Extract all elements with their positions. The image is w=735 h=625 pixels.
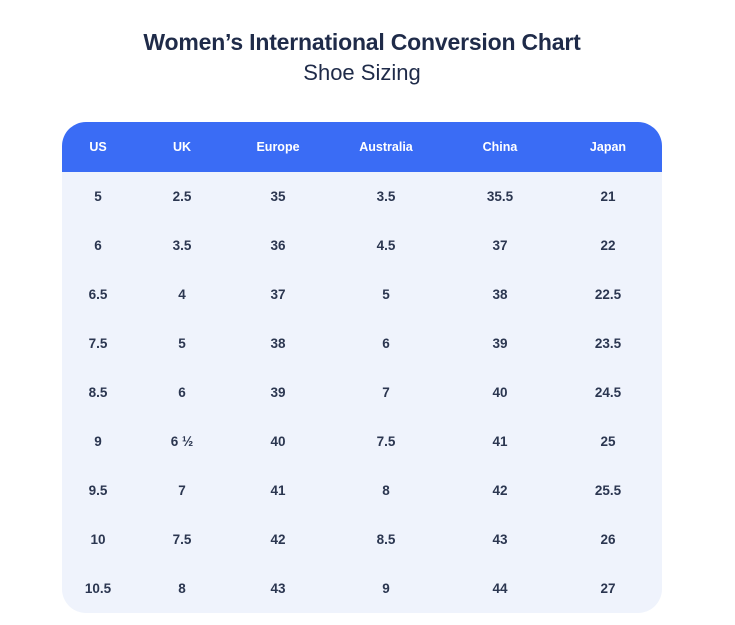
header-cell-uk: UK [172,139,192,154]
table-cell: 25.5 [594,482,622,498]
table-cell: 8.5 [376,531,396,547]
table-cell: 6 [178,384,186,400]
table-cell: 24.5 [594,384,622,400]
table-cell: 9.5 [88,482,108,498]
table-cell: 43 [492,531,508,547]
table-cell: 5 [94,188,102,204]
table-cell: 39 [270,384,286,400]
table-cell: 9 [94,433,102,449]
page-subtitle: Shoe Sizing [303,60,421,86]
table-cell: 8 [382,482,390,498]
header-cell-australia: Australia [359,139,413,154]
table-cell: 22 [600,237,616,253]
table-cell: 7.5 [172,531,192,547]
table-cell: 5 [178,335,186,351]
table-cell: 26 [600,531,616,547]
table-cell: 7 [382,384,390,400]
header-cell-china: China [482,139,518,154]
table-cell: 4.5 [376,237,396,253]
table-cell: 42 [270,531,286,547]
table-cell: 6 ½ [170,433,194,449]
table-cell: 35.5 [486,188,514,204]
table-row: 8.5 6 39 7 40 24.5 [62,368,662,417]
table-cell: 8.5 [88,384,108,400]
table-cell: 42 [492,482,508,498]
table-cell: 40 [492,384,508,400]
table-cell: 35 [270,188,286,204]
table-cell: 2.5 [172,188,192,204]
table-cell: 37 [492,237,508,253]
table-header-row: US UK Europe Australia China Japan [62,121,662,172]
table-cell: 23.5 [594,335,622,351]
table-row: 9.5 7 41 8 42 25.5 [62,466,662,515]
table-cell: 38 [270,335,286,351]
header-cell-us: US [89,139,107,154]
table-cell: 3.5 [376,188,396,204]
table-row: 6.5 4 37 5 38 22.5 [62,270,662,319]
conversion-table-card: US UK Europe Australia China Japan 5 2.5 35 3.5 3… [62,121,662,613]
table-cell: 5 [382,286,390,302]
table-cell: 9 [382,580,390,596]
table-cell: 4 [178,286,186,302]
table-cell: 43 [270,580,286,596]
table-cell: 7.5 [376,433,396,449]
table-cell: 7.5 [88,335,108,351]
table-cell: 41 [492,433,508,449]
table-cell: 38 [492,286,508,302]
table-cell: 10.5 [84,580,112,596]
table-cell: 22.5 [594,286,622,302]
table-row: 5 2.5 35 3.5 35.5 21 [62,172,662,221]
table-cell: 21 [600,188,616,204]
header-cell-europe: Europe [256,139,300,154]
table-body: 5 2.5 35 3.5 35.5 21 6 3.5 36 4.5 37 22 6.5 4 37 5 38 22.… [62,172,662,613]
table-cell: 37 [270,286,286,302]
table-row: 7.5 5 38 6 39 23.5 [62,319,662,368]
heading-block: Women’s International Conversion Chart S… [62,0,662,86]
table-cell: 3.5 [172,237,192,253]
header-cell-japan: Japan [589,139,627,154]
table-row: 10.5 8 43 9 44 27 [62,564,662,613]
page-title: Women’s International Conversion Chart [143,29,581,55]
table-row: 9 6 ½ 40 7.5 41 25 [62,417,662,466]
table-cell: 7 [178,482,186,498]
table-cell: 39 [492,335,508,351]
table-cell: 6.5 [88,286,108,302]
table-cell: 25 [600,433,616,449]
table-row: 10 7.5 42 8.5 43 26 [62,515,662,564]
table-cell: 8 [178,580,186,596]
table-header: US UK Europe Australia China Japan [62,121,662,172]
table-cell: 27 [600,580,616,596]
table-cell: 6 [382,335,390,351]
conversion-table: US UK Europe Australia China Japan 5 2.5 35 3.5 3… [62,121,662,613]
table-cell: 36 [270,237,286,253]
table-cell: 10 [90,531,106,547]
table-cell: 44 [492,580,508,596]
table-row: 6 3.5 36 4.5 37 22 [62,221,662,270]
table-cell: 6 [94,237,102,253]
table-cell: 40 [270,433,286,449]
table-cell: 41 [270,482,286,498]
